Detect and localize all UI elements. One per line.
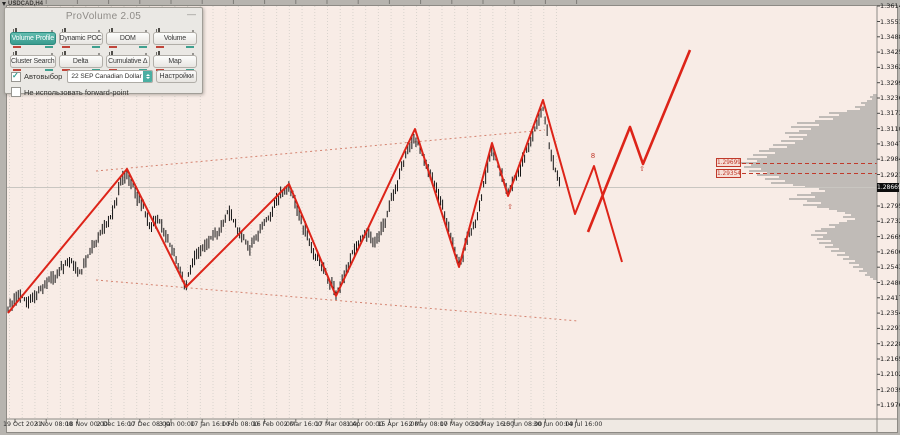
- contract-select-value: 22 SEP Canadian Dollar: [71, 73, 142, 80]
- combo-spinner-icon[interactable]: [143, 71, 153, 82]
- pivot-marker-icon: 8: [591, 152, 595, 160]
- volume-button[interactable]: Volume: [152, 32, 197, 45]
- pivot-marker-icon: ⇧: [639, 165, 645, 173]
- button-deco-bottom: [10, 45, 56, 49]
- button-cell: Cluster Search: [10, 50, 56, 72]
- time-axis-strip: [6, 419, 898, 433]
- button-cell: Delta: [58, 50, 103, 72]
- zigzag-line[interactable]: [7, 99, 623, 314]
- button-deco-top: [106, 50, 150, 55]
- autoselect-label: Автовыбор: [24, 72, 63, 81]
- cumulative-delta-button[interactable]: Cumulative Δ: [105, 55, 150, 68]
- map-button[interactable]: Map: [152, 55, 197, 68]
- forward-point-label: Не использовать forward-point: [24, 87, 129, 97]
- forward-point-row: Не использовать forward-point: [11, 87, 129, 97]
- trendline-upper[interactable]: [95, 129, 546, 172]
- button-deco-top: [59, 27, 103, 32]
- dom-button[interactable]: DOM: [105, 32, 150, 45]
- button-deco-top: [10, 50, 56, 55]
- status-dot-icon: [97, 53, 100, 55]
- dynamic-poc-button[interactable]: Dynamic POC: [58, 32, 103, 45]
- status-dot-icon: [144, 30, 147, 32]
- axis-ticks: [14, 0, 880, 423]
- button-deco-top: [106, 27, 150, 32]
- volume-profile: [740, 94, 877, 280]
- status-dot-icon: [50, 53, 53, 55]
- button-cell: DOM: [105, 27, 150, 49]
- button-deco-bottom: [153, 45, 197, 49]
- chart-frame: [6, 5, 898, 433]
- provolume-panel: ProVolume 2.05 — Volume Profile Dynamic …: [4, 7, 203, 97]
- forward-point-checkbox[interactable]: [11, 87, 21, 97]
- cluster-search-button[interactable]: Cluster Search: [10, 55, 56, 68]
- button-cell: Map: [152, 50, 197, 72]
- status-dot-icon: [192, 53, 194, 55]
- button-deco-bottom: [59, 45, 103, 49]
- button-cell: Dynamic POC: [58, 27, 103, 49]
- status-dot-icon: [50, 30, 53, 32]
- status-dot-icon: [97, 30, 100, 32]
- status-dot-icon: [192, 30, 194, 32]
- minimize-button[interactable]: —: [187, 9, 196, 19]
- button-deco-bottom: [106, 45, 150, 49]
- pivot-marker-icon: ⇧: [507, 203, 513, 211]
- button-cell: Volume Profile: [10, 27, 56, 49]
- forecast-line[interactable]: [586, 49, 692, 233]
- panel-title[interactable]: ProVolume 2.05: [65, 11, 142, 22]
- delta-button[interactable]: Delta: [58, 55, 103, 68]
- contract-select[interactable]: 22 SEP Canadian Dollar: [67, 70, 154, 83]
- button-deco-top: [59, 50, 103, 55]
- button-deco-top: [10, 27, 56, 32]
- chart-symbol-label: USDCAD,H4: [2, 1, 43, 7]
- collapse-arrow-icon: [2, 2, 6, 6]
- autoselect-checkbox[interactable]: [11, 71, 21, 82]
- status-dot-icon: [144, 53, 147, 55]
- symbol-timeframe-text: USDCAD,H4: [8, 1, 44, 7]
- trendline-lower[interactable]: [95, 279, 579, 322]
- button-deco-top: [153, 27, 197, 32]
- volume-profile-button[interactable]: Volume Profile: [10, 32, 56, 45]
- panel-button-grid: Volume Profile Dynamic POC DOM Volume Cl…: [10, 27, 197, 72]
- button-deco-top: [153, 50, 197, 55]
- contract-row: Автовыбор 22 SEP Canadian Dollar Настрой…: [11, 70, 197, 83]
- button-cell: Cumulative Δ: [105, 50, 150, 72]
- settings-button[interactable]: Настройки: [156, 70, 197, 83]
- button-cell: Volume: [152, 27, 197, 49]
